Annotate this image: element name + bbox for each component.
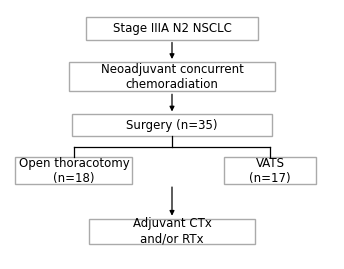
Bar [224,157,316,184]
Text: Neoadjuvant concurrent
chemoradiation: Neoadjuvant concurrent chemoradiation [100,63,244,91]
Text: Open thoracotomy
(n=18): Open thoracotomy (n=18) [19,157,129,185]
Text: Surgery (n=35): Surgery (n=35) [126,119,218,132]
Bar [72,114,272,136]
Text: VATS
(n=17): VATS (n=17) [249,157,291,185]
Bar [86,17,258,40]
Bar [69,62,275,91]
Text: Adjuvant CTx
and/or RTx: Adjuvant CTx and/or RTx [132,217,212,245]
Text: Stage IIIA N2 NSCLC: Stage IIIA N2 NSCLC [112,22,232,35]
Bar [89,218,255,244]
Bar [15,157,132,184]
